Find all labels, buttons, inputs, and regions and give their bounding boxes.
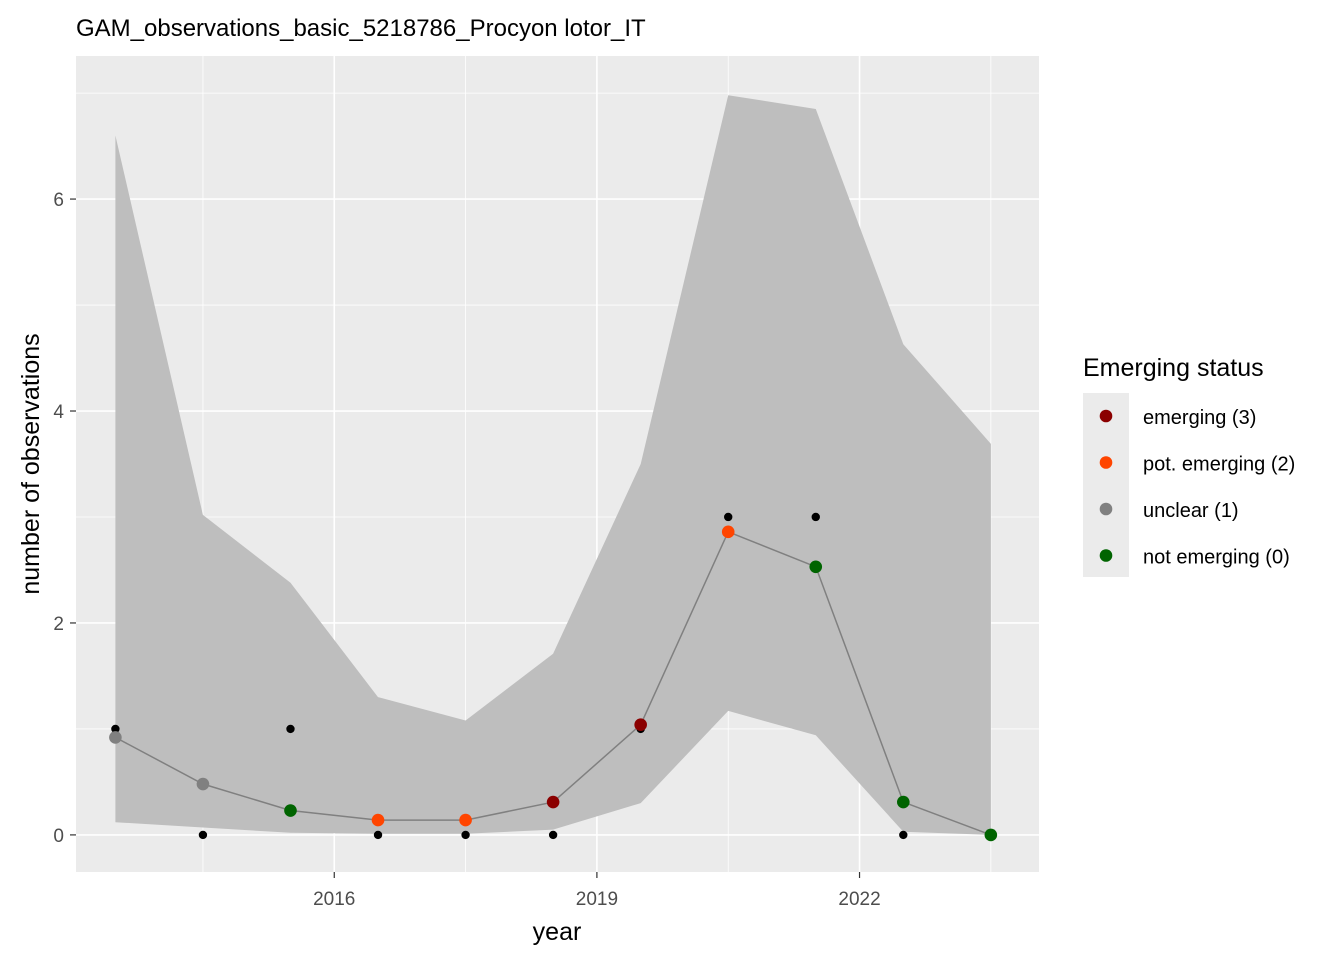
y-axis-title: number of observations (17, 333, 45, 594)
fitted-point (459, 813, 472, 827)
fitted-point (109, 731, 122, 744)
x-tick-label: 2019 (576, 889, 618, 910)
x-axis-title: year (533, 918, 582, 946)
observed-point (548, 830, 558, 840)
observed-point (111, 724, 120, 734)
fitted-point (721, 525, 735, 539)
fitted-point (809, 560, 823, 574)
legend-title: Emerging status (1083, 354, 1264, 382)
legend-items: emerging (3) pot. emerging (2) unclear (1)… (1099, 407, 1295, 569)
fitted-point (371, 813, 385, 827)
legend-label: unclear (1) (1143, 500, 1239, 522)
legend-label: not emerging (0) (1143, 547, 1290, 569)
fitted-point (897, 795, 910, 809)
legend-key-background (1083, 393, 1129, 577)
y-tick-label: 4 (53, 402, 64, 423)
x-tick-label: 2016 (313, 889, 355, 910)
fitted-point (634, 718, 647, 731)
legend-key (1099, 456, 1113, 469)
observed-point (811, 512, 820, 522)
x-axis: 2016 2019 2022 (313, 872, 881, 910)
y-axis: 0 2 4 6 (53, 190, 76, 847)
legend-key (1099, 549, 1113, 562)
legend-key (1099, 502, 1113, 516)
plot-panel (76, 56, 1039, 872)
observed-point (724, 512, 733, 522)
y-tick-label: 2 (53, 614, 64, 635)
chart-title: GAM_observations_basic_5218786_Procyon l… (76, 15, 646, 42)
observed-point (198, 830, 208, 840)
y-tick-label: 6 (53, 190, 64, 211)
legend-label: pot. emerging (2) (1143, 454, 1295, 476)
observed-points (111, 512, 996, 840)
fitted-point (284, 804, 297, 817)
fitted-points (109, 525, 998, 842)
fitted-point (196, 777, 210, 791)
x-tick-label: 2022 (838, 889, 880, 910)
observed-point (373, 830, 383, 840)
y-tick-label: 0 (53, 826, 64, 847)
legend-label: emerging (3) (1143, 407, 1256, 429)
confidence-ribbon (115, 95, 991, 835)
fitted-point (546, 795, 560, 809)
legend-key (1099, 409, 1113, 423)
observed-point (899, 830, 908, 840)
legend: Emerging status emerging (3) pot. emergin… (1083, 354, 1295, 577)
fitted-point (984, 828, 998, 842)
observed-point (461, 830, 470, 840)
observed-point (286, 724, 295, 734)
